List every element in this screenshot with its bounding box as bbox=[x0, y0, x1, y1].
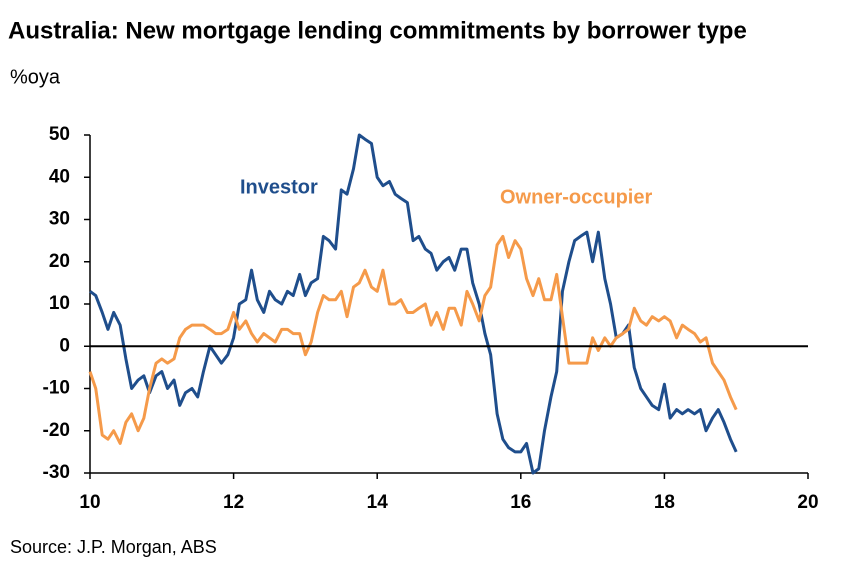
x-tick-label: 10 bbox=[79, 492, 100, 513]
legend-label: Owner-occupier bbox=[500, 186, 652, 208]
y-tick-label: -20 bbox=[43, 420, 70, 441]
x-tick-label: 12 bbox=[223, 492, 244, 513]
x-tick-label: 16 bbox=[510, 492, 531, 513]
x-tick-label: 18 bbox=[654, 492, 675, 513]
y-tick-label: 40 bbox=[49, 166, 70, 187]
subtitle: %oya bbox=[10, 66, 61, 88]
series-line bbox=[88, 234, 738, 445]
x-tick-label: 14 bbox=[367, 492, 389, 513]
y-tick-label: 30 bbox=[49, 209, 70, 230]
y-tick-label: 0 bbox=[59, 335, 70, 356]
y-tick-label: 50 bbox=[49, 124, 70, 145]
y-tick-label: -30 bbox=[43, 462, 70, 483]
chart-title: Australia: New mortgage lending commitme… bbox=[8, 17, 747, 44]
y-tick-label: -10 bbox=[43, 378, 70, 399]
y-tick-label: 20 bbox=[49, 251, 70, 272]
source: Source: J.P. Morgan, ABS bbox=[10, 537, 217, 557]
x-tick-label: 20 bbox=[797, 492, 818, 513]
legend-label: Investor bbox=[240, 176, 318, 198]
y-tick-label: 10 bbox=[49, 293, 70, 314]
